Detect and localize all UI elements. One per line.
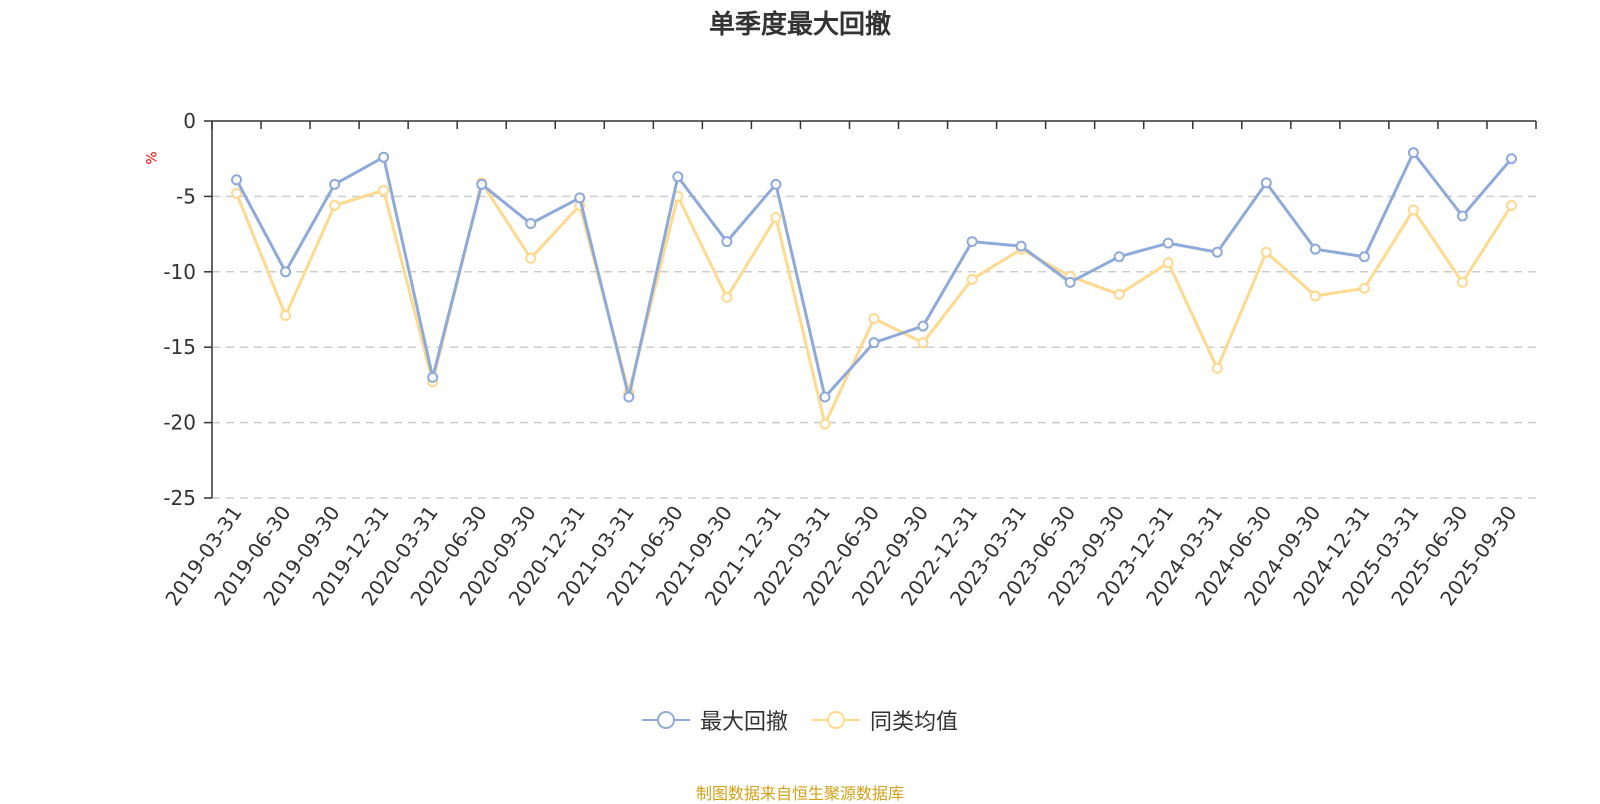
data-point[interactable] (1456, 276, 1468, 288)
data-point[interactable] (378, 151, 390, 163)
data-point[interactable] (1358, 251, 1370, 263)
y-tick-label: -15 (163, 335, 196, 359)
data-point[interactable] (476, 178, 488, 190)
data-point[interactable] (721, 236, 733, 248)
data-point[interactable] (868, 337, 880, 349)
data-point[interactable] (819, 391, 831, 403)
data-point[interactable] (1309, 290, 1321, 302)
data-point[interactable] (1407, 204, 1419, 216)
chart-legend: 最大回撤 同类均值 (0, 704, 1600, 736)
data-point[interactable] (280, 266, 292, 278)
data-point[interactable] (525, 218, 537, 230)
data-point[interactable] (427, 371, 439, 383)
data-point[interactable] (329, 199, 341, 211)
y-tick-label: -5 (176, 184, 196, 208)
data-point[interactable] (1064, 276, 1076, 288)
data-point[interactable] (966, 236, 978, 248)
y-tick-label: -20 (163, 411, 196, 435)
data-point[interactable] (721, 291, 733, 303)
data-point[interactable] (231, 174, 243, 186)
data-point[interactable] (1162, 237, 1174, 249)
data-point[interactable] (1407, 147, 1419, 159)
data-point[interactable] (917, 337, 929, 349)
data-point[interactable] (1309, 243, 1321, 255)
legend-label: 最大回撤 (699, 710, 788, 735)
data-point[interactable] (1211, 246, 1223, 258)
data-point[interactable] (819, 418, 831, 430)
data-source-note: 制图数据来自恒生聚源数据库 (695, 784, 904, 803)
data-point[interactable] (1015, 240, 1027, 252)
data-point[interactable] (1505, 153, 1517, 165)
chart-title: 单季度最大回撤 (708, 10, 891, 40)
data-point[interactable] (329, 178, 341, 190)
legend-line-circle-icon (812, 711, 860, 729)
data-point[interactable] (1260, 177, 1272, 189)
data-point[interactable] (1456, 210, 1468, 222)
legend-item-category-average[interactable]: 同类均值 (812, 704, 958, 736)
legend-label: 同类均值 (870, 710, 959, 735)
data-point[interactable] (966, 273, 978, 285)
y-axis: 0 -5 -10 -15 -20 -25 (163, 109, 213, 510)
series-line (235, 181, 1513, 426)
line-chart: 0-5-10-15-20-25 2019-03-312019-06-302019… (160, 109, 1537, 610)
data-point[interactable] (1113, 288, 1125, 300)
series-line (235, 151, 1513, 399)
data-point[interactable] (1260, 246, 1272, 258)
data-point[interactable] (917, 320, 929, 332)
data-point[interactable] (672, 171, 684, 183)
data-point[interactable] (623, 391, 635, 403)
legend-line-circle-icon (641, 711, 690, 729)
y-tick-label: 0 (183, 109, 196, 133)
y-tick-label: -25 (163, 486, 196, 510)
y-tick-label: -10 (163, 260, 196, 284)
data-point[interactable] (1505, 199, 1517, 211)
y-axis-unit-label: % (144, 151, 161, 165)
data-point[interactable] (1113, 251, 1125, 263)
data-point[interactable] (231, 187, 243, 199)
data-point[interactable] (574, 192, 586, 204)
data-point[interactable] (1358, 282, 1370, 294)
data-point[interactable] (1211, 362, 1223, 374)
data-point[interactable] (280, 310, 292, 322)
data-point[interactable] (1162, 257, 1174, 269)
legend-item-max-drawdown[interactable]: 最大回撤 (641, 704, 788, 736)
data-point[interactable] (770, 178, 782, 190)
data-point[interactable] (770, 212, 782, 224)
data-point[interactable] (378, 184, 390, 196)
data-point[interactable] (868, 313, 880, 325)
data-point[interactable] (525, 252, 537, 264)
series-lines (231, 147, 1517, 430)
